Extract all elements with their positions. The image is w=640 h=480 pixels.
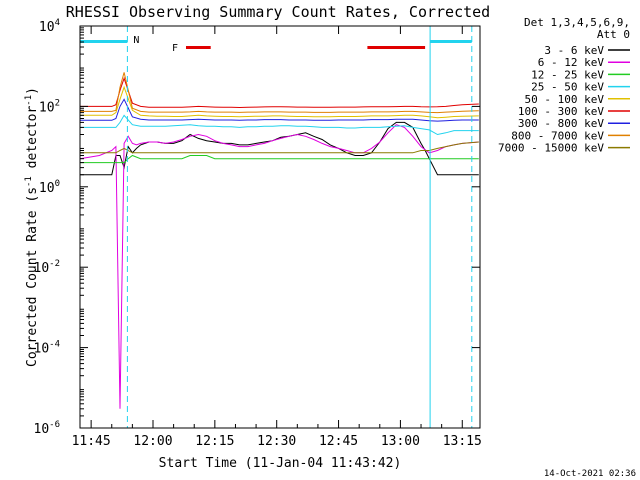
y-tick-label-3: 10-2 (34, 259, 61, 276)
legend-label-2: 12 - 25 keV (531, 68, 604, 81)
x-tick-label-1: 12:00 (133, 434, 172, 449)
x-tick-label-0: 11:45 (72, 434, 111, 449)
plot-frame (79, 25, 481, 429)
night-bar-0 (80, 40, 128, 43)
x-axis-label: Start Time (11-Jan-04 11:43:42) (159, 456, 402, 471)
flare-flag-label: F (172, 43, 178, 54)
legend-label-1: 6 - 12 keV (538, 56, 605, 69)
series-line-5 (80, 76, 479, 109)
legend-label-5: 100 - 300 keV (518, 105, 604, 118)
legend-label-3: 25 - 50 keV (531, 81, 604, 94)
series-line-0 (80, 121, 479, 176)
series-line-6 (80, 98, 479, 122)
series-line-2 (80, 154, 479, 164)
x-tick-label-3: 12:30 (257, 434, 296, 449)
legend-label-4: 50 - 100 keV (525, 93, 605, 106)
chart-title: RHESSI Observing Summary Count Rates, Co… (66, 3, 490, 21)
legend-label-6: 300 - 800 keV (518, 117, 604, 130)
y-tick-label-4: 10-4 (34, 340, 61, 357)
series-line-7 (80, 72, 479, 114)
x-axis: 11:45 12:00 12:15 12:30 12:45 13:00 13:15 (72, 26, 482, 449)
series-layer (79, 72, 479, 409)
x-tick-label-4: 12:45 (319, 434, 358, 449)
legend-label-7: 800 - 7000 keV (511, 129, 604, 142)
series-line-1 (79, 124, 479, 409)
y-tick-label-5: 10-6 (34, 420, 61, 437)
series-line-3 (80, 114, 479, 136)
y-tick-label-1: 102 (39, 98, 60, 115)
legend-label-8: 7000 - 15000 keV (498, 142, 604, 155)
legend-header-1: Att 0 (597, 28, 630, 41)
flare-bar-1 (367, 46, 426, 49)
night-flag-label: N (133, 35, 139, 46)
y-axis: 104 102 100 10-2 10-4 10-6 (34, 18, 480, 437)
series-line-8 (80, 141, 479, 154)
legend-label-0: 3 - 6 keV (544, 44, 604, 57)
x-tick-label-2: 12:15 (195, 434, 234, 449)
y-tick-label-0: 104 (39, 18, 60, 35)
y-tick-label-2: 100 (39, 179, 60, 196)
x-tick-label-5: 13:00 (381, 434, 420, 449)
series-line-4 (80, 85, 479, 119)
night-bar-1 (430, 40, 472, 43)
legend-header-0: Det 1,3,4,5,6,9, (524, 16, 630, 29)
footer-timestamp: 14-Oct-2021 02:36 (544, 469, 636, 479)
flare-bar-0 (186, 46, 211, 49)
y-axis-label: Corrected Count Rate (s-1 detector-1) (24, 87, 40, 367)
x-tick-label-6: 13:15 (443, 434, 482, 449)
